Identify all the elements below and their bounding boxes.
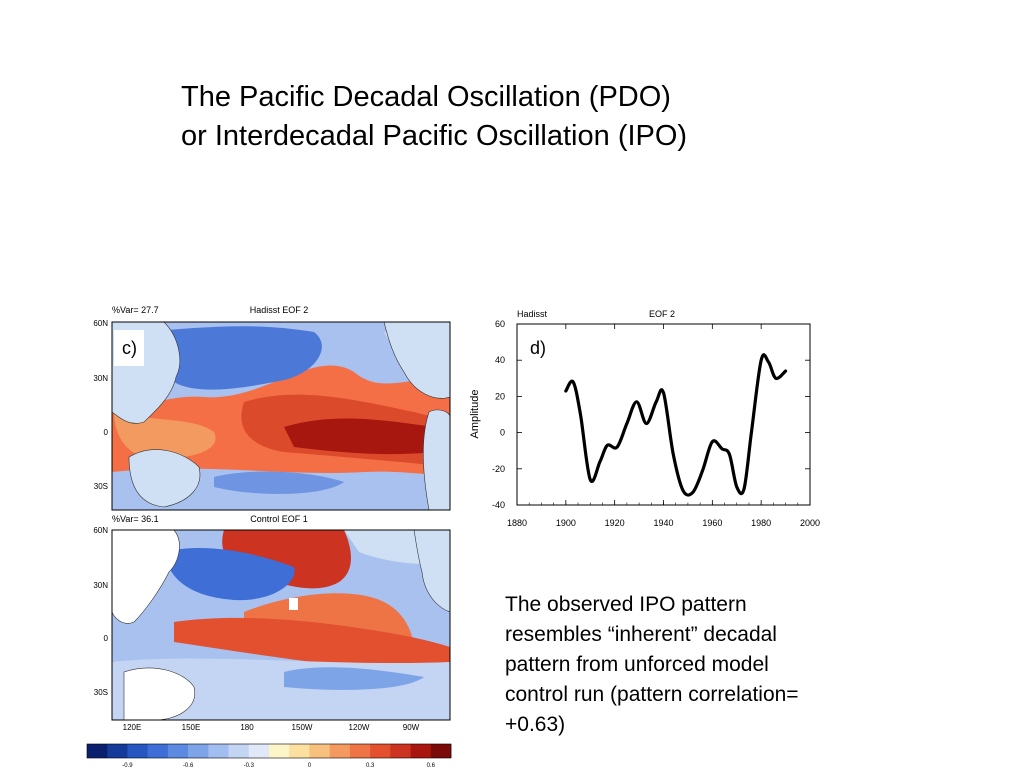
colorbar-outline [86,743,452,759]
colorbar-cell [188,744,209,758]
colorbar-cell [269,744,290,758]
colorbar-cell [390,744,411,758]
map-top-panel-label: c) [122,338,137,358]
map-bottom-lon-5: 90W [403,723,420,732]
colorbar-cell [87,744,108,758]
map-bottom-lat-1: 30N [93,581,108,590]
chart-axes: 1880 1900 1920 1940 1960 1980 2000 -40 -20 0 20 40 6… [492,319,820,528]
colorbar-cell [349,744,371,758]
map-top-panel: %Var= 27.7 Hadisst EOF 2 c) 60N 30N 0 30… [93,305,451,511]
colorbar-tick-label: -0.6 [183,763,194,768]
map-top-title: Hadisst EOF 2 [250,305,309,315]
colorbar-cell [410,744,432,758]
colorbar-tick-labels: -0.9-0.6-0.300.30.60.9 [122,763,436,768]
amplitude-chart: Hadisst EOF 2 d) Amplitude 1880 1900 1920 1… [469,309,820,528]
y-axis-label: Amplitude [469,390,481,439]
x-tick-label: 2000 [800,518,820,528]
y-tick-label: 0 [500,428,505,438]
colorbar-cell [228,744,250,758]
map-bottom-panel: %Var= 36.1 Control EOF 1 60N 30N 0 30S 1… [93,514,451,732]
map-bottom-lat-2: 0 [104,634,109,643]
map-bottom-lat-3: 30S [94,688,108,697]
map-bottom-lat-0: 60N [93,526,108,535]
y-tick-label: 20 [495,391,505,401]
map-top-lat-0: 60N [93,319,108,328]
map-bottom-var: %Var= 36.1 [112,514,159,524]
colorbar-cell [430,744,452,758]
colorbar-cell [289,744,310,758]
colorbar-cell [208,744,229,758]
map-top-lat-2: 0 [104,428,109,437]
x-tick-label: 1960 [702,518,722,528]
caption-line-3: pattern from unforced model [505,653,769,676]
map-bottom-lon-3: 150W [292,723,313,732]
chart-title: EOF 2 [649,309,675,319]
chart-lines [564,353,788,497]
map-bottom-lon-2: 180 [240,723,254,732]
x-tick-label: 1920 [605,518,625,528]
map-top-lat-1: 30N [93,374,108,383]
x-tick-label: 1900 [556,518,576,528]
colorbar-cell [147,744,169,758]
colorbar-tick-label: -0.9 [122,763,133,768]
y-tick-label: -20 [492,464,505,474]
y-tick-label: 60 [495,319,505,329]
x-tick-label: 1940 [653,518,673,528]
colorbar-tick-label: 0.6 [427,763,436,768]
colorbar-cell [167,744,189,758]
colorbar-cells [86,743,452,759]
caption-line-1: The observed IPO pattern [505,593,747,616]
slide-title: The Pacific Decadal Oscillation (PDO) or… [181,78,687,156]
colorbar-tick-label: 0 [308,763,312,768]
map-bottom-lon-1: 150E [182,723,201,732]
caption: The observed IPO pattern resembles “inhe… [505,590,885,740]
chart-subtitle: Hadisst [517,309,548,319]
colorbar-tick-label: 0.3 [366,763,375,768]
map-bottom-lon-0: 120E [123,723,142,732]
x-tick-label: 1980 [751,518,771,528]
map-top-lat-3: 30S [94,482,108,491]
colorbar-cell [248,744,270,758]
map-bottom-title: Control EOF 1 [250,514,308,524]
plot-frame [516,323,811,506]
map-bottom-lon-4: 120W [349,723,370,732]
colorbar-cell [329,744,351,758]
colorbar: -0.9-0.6-0.300.30.60.9 [86,743,452,768]
colorbar-cell [309,744,330,758]
colorbar-cell [127,744,148,758]
colorbar-cell [370,744,391,758]
map-top-var: %Var= 27.7 [112,305,159,315]
caption-line-5: +0.63) [505,713,566,736]
title-line-1: The Pacific Decadal Oscillation (PDO) [181,81,671,113]
colorbar-cell [107,744,128,758]
y-tick-label: -40 [492,500,505,510]
caption-line-4: control run (pattern correlation= [505,683,799,706]
colorbar-tick-label: -0.3 [244,763,255,768]
x-tick-label: 1880 [507,518,527,528]
title-line-2: or Interdecadal Pacific Oscillation (IPO… [181,120,688,152]
chart-panel-label: d) [530,338,546,358]
y-tick-label: 40 [495,355,505,365]
series-line [564,353,788,497]
caption-line-2: resembles “inherent” decadal [505,623,777,646]
